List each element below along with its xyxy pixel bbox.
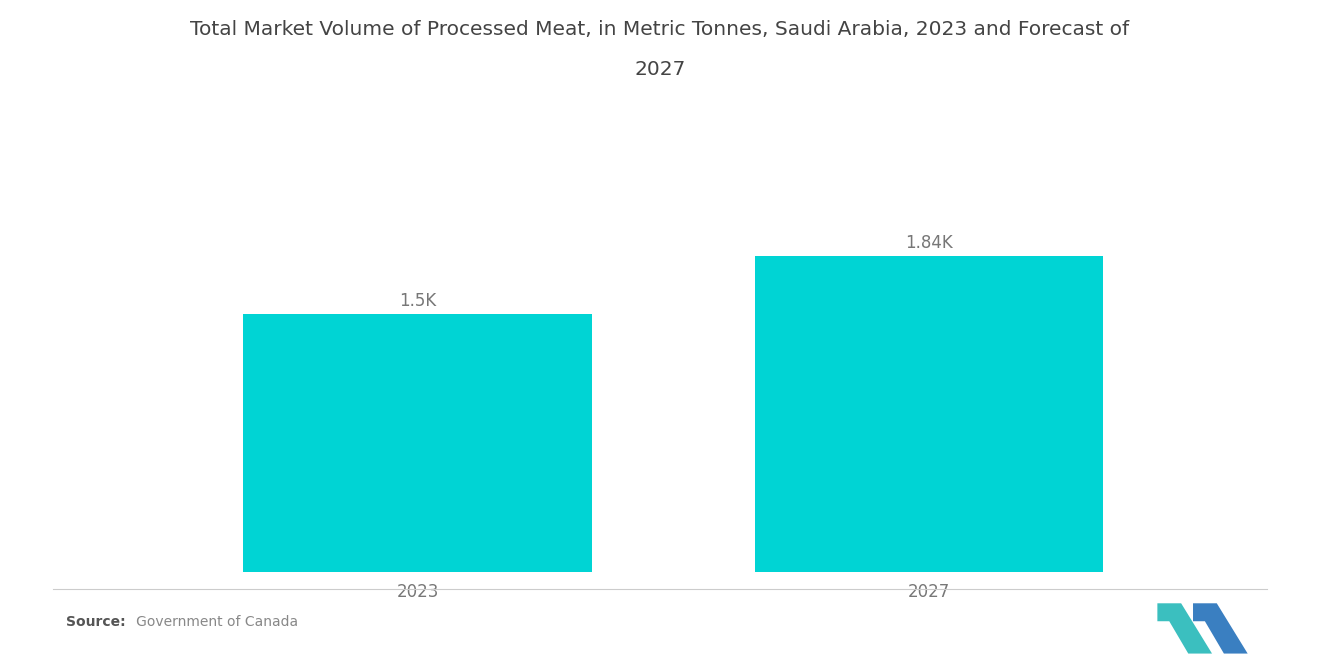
Text: Government of Canada: Government of Canada — [123, 614, 298, 629]
Bar — [755, 256, 1104, 572]
Text: 2027: 2027 — [635, 60, 685, 79]
Text: 1.5K: 1.5K — [399, 292, 437, 310]
Text: 1.84K: 1.84K — [906, 233, 953, 251]
Text: Total Market Volume of Processed Meat, in Metric Tonnes, Saudi Arabia, 2023 and : Total Market Volume of Processed Meat, i… — [190, 20, 1130, 39]
Text: Source:: Source: — [66, 614, 125, 629]
Bar — [243, 314, 591, 572]
